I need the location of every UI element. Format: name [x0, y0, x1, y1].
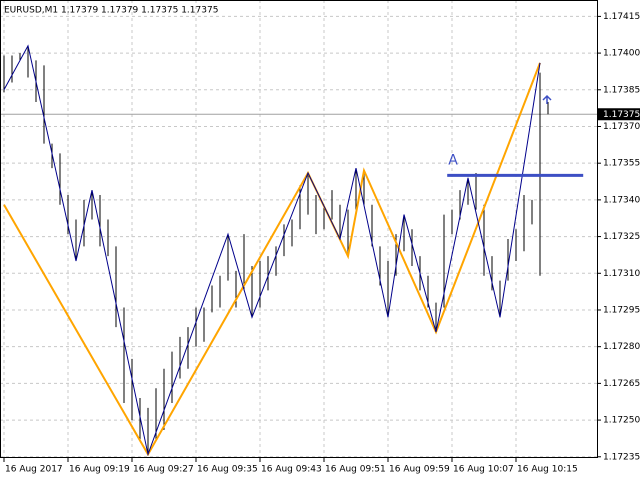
zigzag-line: [3, 44, 541, 457]
x-tick-label: 16 Aug 09:51: [325, 465, 386, 475]
y-tick-label: 1.17295: [603, 305, 640, 315]
y-tick-label: 1.17355: [603, 159, 640, 169]
level-label: A: [448, 152, 458, 168]
y-tick-label: 1.17415: [603, 12, 640, 22]
x-tick-label: 16 Aug 09:35: [197, 465, 258, 475]
x-tick-label: 16 Aug 09:27: [133, 465, 194, 475]
current-price-box: [598, 108, 640, 121]
chart-title: EURUSD,M1 1.17379 1.17379 1.17375 1.1737…: [4, 6, 218, 16]
x-tick-label: 16 Aug 2017: [5, 465, 63, 475]
y-tick-label: 1.17250: [603, 416, 640, 426]
x-tick-label: 16 Aug 09:59: [389, 465, 450, 475]
y-tick-label: 1.17325: [603, 232, 640, 242]
y-tick-label: 1.17400: [603, 49, 640, 59]
x-tick-label: 16 Aug 10:15: [517, 465, 578, 475]
y-tick-label: 1.17265: [603, 379, 640, 389]
y-tick-label: 1.17385: [603, 85, 640, 95]
plot-border: [0, 0, 598, 458]
y-tick-label: 1.17235: [603, 452, 640, 462]
y-tick-label: 1.17280: [603, 342, 640, 352]
marks: [3, 44, 584, 457]
x-tick-label: 16 Aug 10:07: [453, 465, 514, 475]
x-tick-label: 16 Aug 09:43: [261, 465, 322, 475]
arrow-icon: [542, 94, 552, 104]
x-tick-label: 16 Aug 09:19: [69, 465, 130, 475]
y-tick-label: 1.17370: [603, 122, 640, 132]
current-price-label: 1.17375: [603, 110, 640, 120]
y-tick-label: 1.17340: [603, 195, 640, 205]
y-tick-label: 1.17310: [603, 269, 640, 279]
